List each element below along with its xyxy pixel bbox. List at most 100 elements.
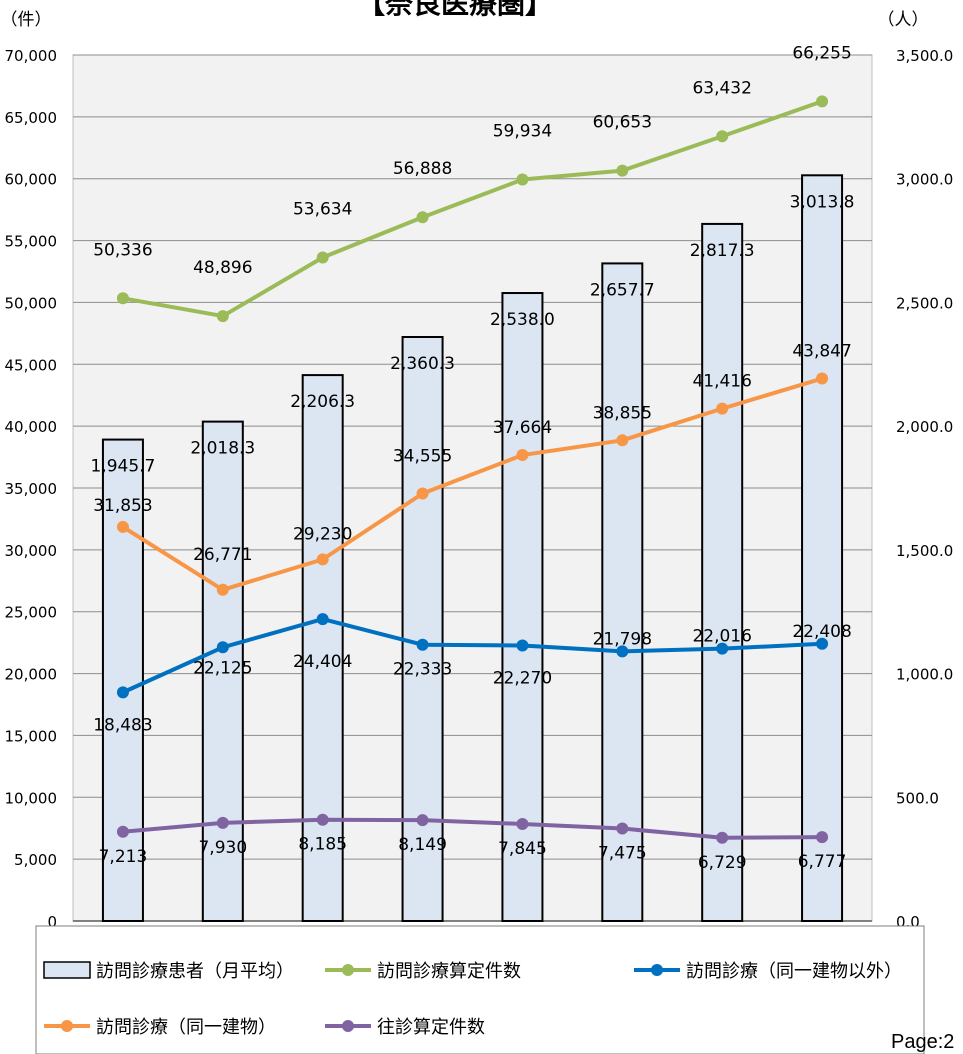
series-data-label: 22,016 bbox=[692, 627, 751, 647]
series-point bbox=[816, 637, 829, 650]
bar bbox=[801, 174, 844, 923]
series-point bbox=[816, 831, 829, 844]
series-point bbox=[316, 553, 329, 566]
bar-data-label: 2,538.0 bbox=[490, 310, 555, 330]
bar bbox=[401, 335, 444, 923]
series-data-label: 7,930 bbox=[198, 838, 247, 858]
series-point bbox=[216, 641, 229, 654]
left-tick-label: 15,000 bbox=[5, 727, 58, 745]
series-point bbox=[816, 95, 829, 108]
bar bbox=[301, 374, 344, 922]
series-data-label: 7,213 bbox=[99, 847, 148, 867]
series-data-label: 63,432 bbox=[692, 78, 751, 98]
left-tick-label: 0 bbox=[47, 913, 57, 931]
series-data-label: 22,333 bbox=[393, 660, 452, 680]
series-data-label: 48,896 bbox=[193, 258, 252, 278]
legend-label: 訪問診療（同一建物） bbox=[96, 1017, 276, 1038]
series-data-label: 56,888 bbox=[393, 159, 452, 179]
legend-label: 訪問診療算定件数 bbox=[377, 961, 521, 982]
left-tick-label: 25,000 bbox=[5, 604, 58, 622]
legend-swatch-marker bbox=[342, 964, 354, 976]
left-tick-label: 70,000 bbox=[5, 47, 58, 65]
series-point bbox=[516, 449, 529, 462]
legend: 訪問診療患者（月平均） 訪問診療算定件数 訪問診療（同一建物以外） 訪問診療（同一建物… bbox=[35, 925, 925, 1054]
legend-label: 往診算定件数 bbox=[377, 1017, 485, 1038]
bar-data-label: 1,945.7 bbox=[90, 457, 155, 477]
series-point bbox=[216, 310, 229, 323]
legend-label: 訪問診療患者（月平均） bbox=[96, 961, 294, 982]
series-data-label: 29,230 bbox=[293, 524, 352, 544]
series-data-label: 37,664 bbox=[493, 418, 552, 438]
bar-data-label: 2,018.3 bbox=[190, 439, 255, 459]
series-line bbox=[121, 376, 823, 592]
series-data-label: 7,845 bbox=[498, 839, 547, 859]
series-data-label: 6,777 bbox=[798, 852, 847, 872]
series-data-label: 43,847 bbox=[792, 342, 851, 362]
series-data-label: 8,185 bbox=[298, 835, 347, 855]
series-line bbox=[122, 617, 823, 695]
series-data-label: 38,855 bbox=[593, 403, 652, 423]
series-point bbox=[116, 825, 129, 838]
left-tick-label: 5,000 bbox=[14, 851, 57, 869]
series-point bbox=[516, 173, 529, 186]
left-tick-label: 55,000 bbox=[5, 233, 58, 251]
series-data-label: 22,408 bbox=[792, 622, 851, 642]
series-data-label: 22,270 bbox=[493, 668, 552, 688]
left-tick-label: 20,000 bbox=[5, 666, 58, 684]
series-data-label: 24,404 bbox=[293, 652, 352, 672]
legend-label: 訪問診療（同一建物以外） bbox=[686, 961, 902, 982]
left-tick-label: 35,000 bbox=[5, 480, 58, 498]
right-axis-unit: （人） bbox=[878, 10, 929, 30]
left-axis-unit: （件） bbox=[1, 10, 52, 30]
series-point bbox=[316, 813, 329, 826]
series-point bbox=[716, 402, 729, 415]
page-label: Page:2 bbox=[891, 1031, 955, 1053]
series-point bbox=[116, 686, 129, 699]
series-point bbox=[716, 130, 729, 143]
bar-data-label: 2,817.3 bbox=[690, 241, 755, 261]
series-line bbox=[122, 99, 823, 319]
series-point bbox=[616, 645, 629, 658]
right-tick-label: 3,500.0 bbox=[896, 47, 953, 65]
bar bbox=[201, 420, 244, 922]
series-line bbox=[122, 817, 823, 840]
series-point bbox=[616, 434, 629, 447]
series-point bbox=[416, 638, 429, 651]
left-tick-label: 45,000 bbox=[5, 356, 58, 374]
series-data-label: 8,149 bbox=[398, 835, 447, 855]
series-data-label: 50,336 bbox=[93, 240, 152, 260]
series-data-label: 59,934 bbox=[493, 122, 552, 142]
series-point bbox=[216, 816, 229, 829]
legend-swatch-marker bbox=[651, 964, 663, 976]
bar-data-label: 2,657.7 bbox=[590, 280, 655, 300]
series-data-label: 31,853 bbox=[93, 496, 152, 516]
series-point bbox=[416, 211, 429, 224]
bar-data-label: 2,360.3 bbox=[390, 354, 455, 374]
right-tick-label: 1,500.0 bbox=[896, 542, 953, 560]
bar bbox=[101, 438, 144, 922]
chart-title: 【奈良医療圏】 bbox=[357, 0, 553, 20]
right-tick-label: 1,000.0 bbox=[896, 666, 953, 684]
series-point bbox=[216, 583, 229, 596]
right-tick-label: 3,000.0 bbox=[896, 171, 953, 189]
series-data-label: 34,555 bbox=[393, 447, 452, 467]
legend-swatch-marker bbox=[342, 1020, 354, 1032]
series-data-label: 6,729 bbox=[698, 853, 747, 873]
legend-box bbox=[35, 925, 925, 1054]
series-point bbox=[616, 164, 629, 177]
left-tick-label: 10,000 bbox=[5, 789, 58, 807]
series-data-label: 60,653 bbox=[593, 113, 652, 133]
series-data-label: 21,798 bbox=[593, 629, 652, 649]
series-point bbox=[716, 642, 729, 655]
series-point bbox=[316, 251, 329, 264]
left-tick-label: 40,000 bbox=[5, 418, 58, 436]
legend-swatch-bar bbox=[43, 961, 91, 979]
series-point bbox=[416, 487, 429, 500]
series-point bbox=[716, 831, 729, 844]
series-point bbox=[616, 822, 629, 835]
plot-area: 0 5,000 10,000 15,000 20,000 25,000 30,000 35,0… bbox=[5, 43, 954, 962]
left-tick-label: 50,000 bbox=[5, 294, 58, 312]
bar-data-label: 2,206.3 bbox=[290, 392, 355, 412]
